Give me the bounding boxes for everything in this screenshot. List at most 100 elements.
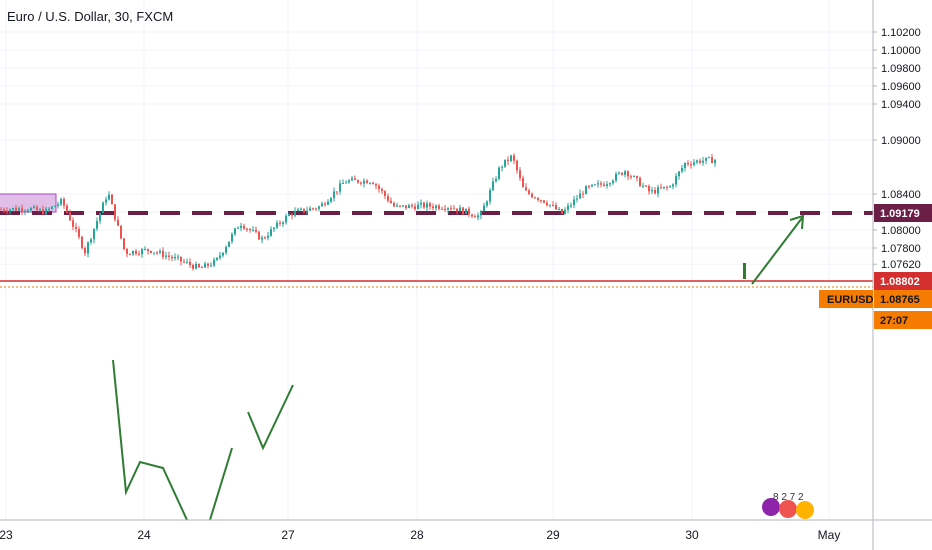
candle-body (663, 186, 665, 189)
symbol-label-badge (819, 290, 873, 308)
candle-body (603, 184, 605, 187)
y-tick-label: 1.07620 (881, 259, 921, 271)
candle-body (678, 171, 680, 177)
candle-body (699, 160, 701, 163)
candle-body (489, 190, 491, 202)
candle-body (30, 207, 32, 211)
candle-body (621, 172, 623, 175)
candle-body (51, 206, 53, 209)
candle-body (486, 201, 488, 206)
candle-body (153, 252, 155, 254)
candle-body (411, 205, 413, 207)
y-tick-label: 1.09000 (881, 135, 921, 147)
candle-body (693, 162, 695, 165)
candle-body (246, 228, 248, 230)
candle-body (261, 237, 263, 240)
candle-body (345, 182, 347, 184)
candle-body (189, 261, 191, 266)
candle-body (480, 211, 482, 216)
symbol-label-text: EURUSD (827, 294, 874, 306)
candle-body (123, 238, 125, 250)
trend-line[interactable] (247, 384, 294, 451)
candle-body (555, 204, 557, 210)
candle-body (219, 255, 221, 258)
candle-body (393, 203, 395, 207)
candle-body (285, 215, 287, 223)
candle-body (156, 252, 158, 254)
candle-body (225, 246, 227, 253)
candle-body (141, 249, 143, 255)
candle-body (714, 160, 716, 164)
price-axis[interactable]: 1.10200 1.10000 1.09800 1.09600 1.09400 1.090… (819, 0, 932, 550)
candle-body (462, 207, 464, 214)
current-price-badge (874, 290, 932, 308)
highlight-zone (0, 193, 57, 213)
candle-body (465, 208, 467, 214)
candle-body (600, 183, 602, 185)
y-tick-label: 1.10000 (881, 45, 921, 57)
candle-body (558, 208, 560, 210)
candle-body (186, 261, 188, 263)
red-level-badge (874, 272, 932, 290)
candle-body (543, 200, 545, 203)
candle-body (255, 229, 257, 232)
candle-body (276, 222, 278, 228)
y-tick-label: 1.10200 (881, 27, 921, 39)
logo-circle-right (796, 501, 814, 519)
candle-body (348, 180, 350, 183)
candle-body (447, 208, 449, 210)
candle-body (306, 210, 308, 213)
x-tick-label: 24 (137, 528, 151, 542)
time-axis[interactable]: 23 24 27 28 29 30 May (0, 519, 932, 542)
candle-body (150, 250, 152, 253)
candle-body (426, 203, 428, 208)
candle-body (216, 257, 218, 260)
candle-body (645, 185, 647, 187)
candle-body (414, 206, 416, 210)
candle-body (291, 214, 293, 216)
candle-body (237, 227, 239, 229)
candle-body (267, 235, 269, 238)
candle-body (696, 160, 698, 163)
candle-body (660, 187, 662, 189)
candle-body (177, 256, 179, 258)
candle-body (330, 198, 332, 202)
supply-zone-box[interactable] (0, 193, 57, 213)
candle-body (15, 207, 17, 211)
candle-body (624, 171, 626, 175)
candle-body (516, 160, 518, 171)
candle-body (69, 212, 71, 221)
candle-body (522, 178, 524, 188)
candle-body (435, 205, 437, 209)
trend-line[interactable] (112, 359, 188, 521)
candle-body (378, 185, 380, 189)
candle-body (423, 202, 425, 208)
candle-body (138, 253, 140, 255)
candle-body (333, 191, 335, 199)
candle-body (363, 180, 365, 184)
candle-body (312, 208, 314, 210)
candle-body (417, 204, 419, 210)
candle-body (42, 209, 44, 215)
candle-body (36, 206, 38, 211)
candle-body (618, 172, 620, 174)
candle-body (27, 210, 29, 212)
projection-arrow[interactable] (751, 217, 803, 285)
candle-body (591, 184, 593, 187)
candle-body (432, 206, 434, 209)
trend-lines (112, 214, 805, 521)
trend-line[interactable] (209, 447, 233, 521)
candle-body (144, 248, 146, 250)
candle-body (48, 208, 50, 210)
candle-body (615, 173, 617, 181)
candle-body (375, 184, 377, 186)
x-tick-label: 27 (281, 528, 295, 542)
candle-body (642, 185, 644, 187)
candle-body (81, 236, 83, 249)
price-levels (0, 211, 873, 288)
candle-body (498, 167, 500, 179)
candle-body (681, 168, 683, 172)
candle-body (45, 208, 47, 215)
